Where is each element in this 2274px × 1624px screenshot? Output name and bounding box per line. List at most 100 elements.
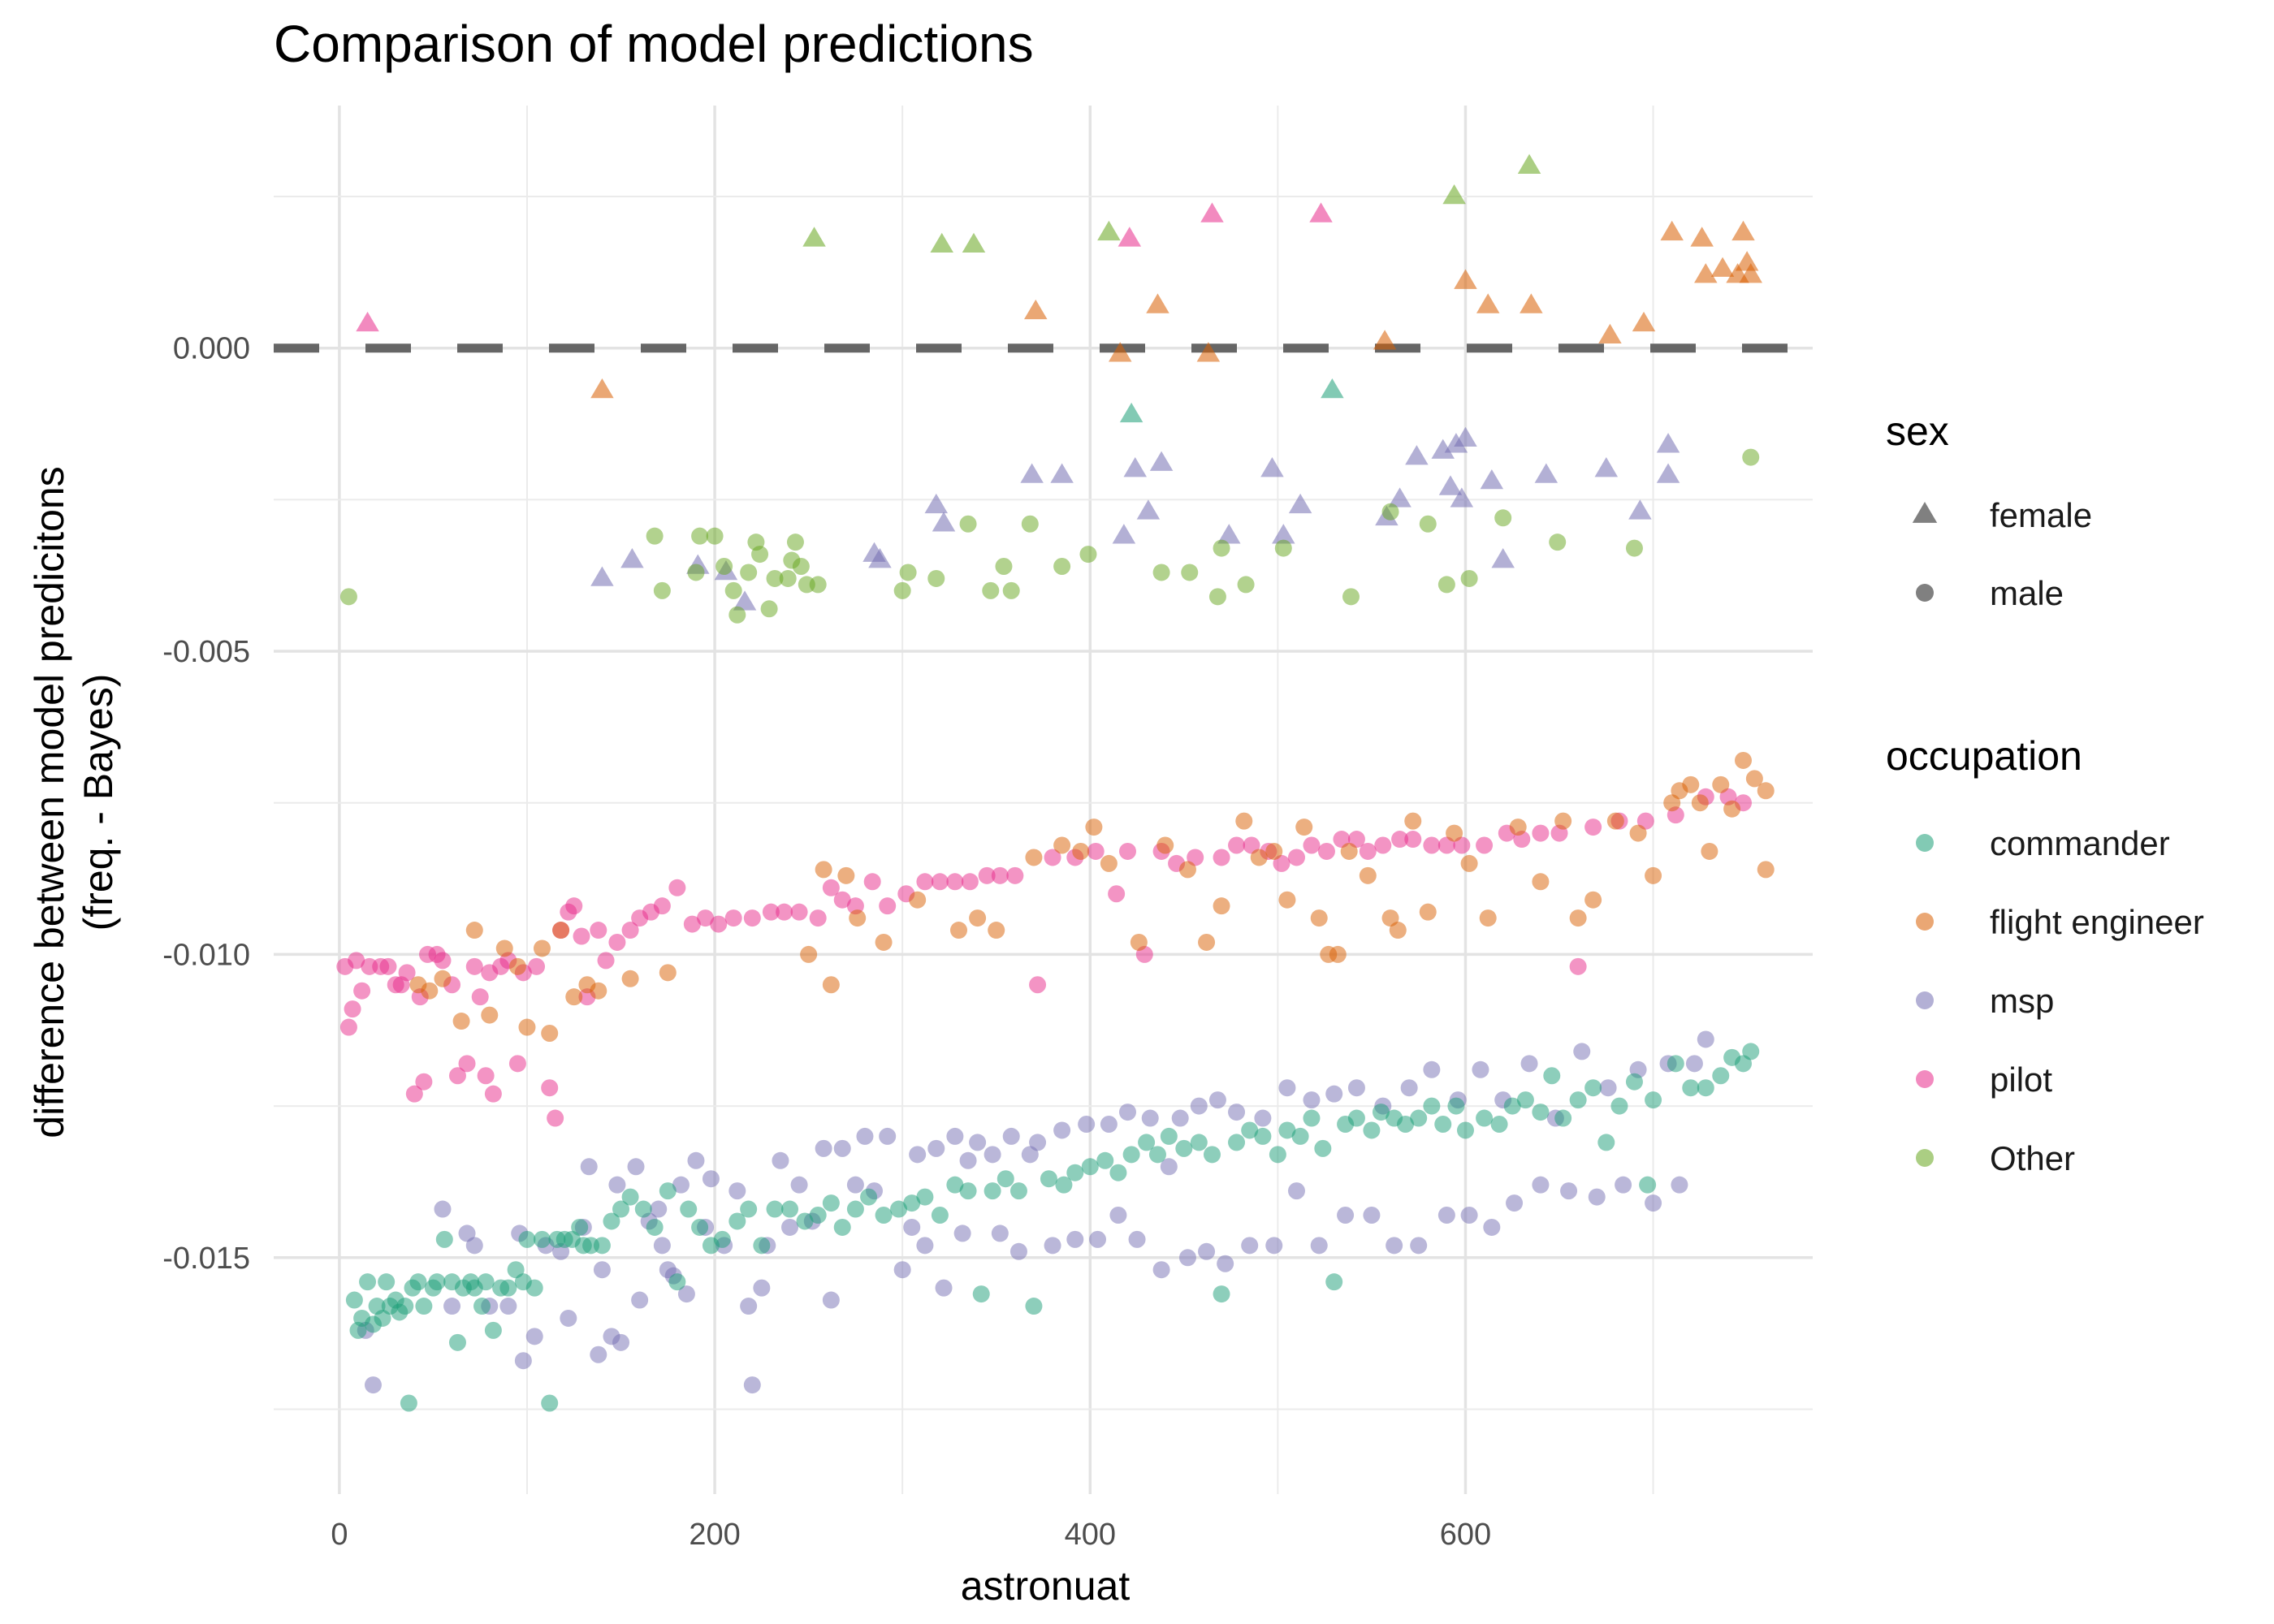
pilot-male-point — [1569, 957, 1587, 975]
flight-engineer-male-point — [1053, 836, 1071, 854]
commander-male-point — [1476, 1109, 1494, 1127]
commander-male-point — [1569, 1091, 1587, 1109]
flight-engineer-male-point — [822, 976, 840, 994]
flight-engineer-male-point — [950, 922, 968, 939]
flight-engineer-male-point — [1130, 933, 1148, 951]
commander-male-point — [1081, 1158, 1099, 1176]
msp-male-point — [1066, 1230, 1084, 1248]
pilot-female-point — [356, 311, 379, 332]
pilot-male-point — [597, 952, 615, 970]
commander-male-point — [1597, 1134, 1615, 1151]
legend-sex-label: female — [1990, 496, 2092, 534]
flight-engineer-male-point — [1389, 922, 1407, 939]
msp-male-point — [893, 1261, 911, 1279]
pilot-female-point — [1309, 202, 1333, 222]
commander-male-point — [1269, 1146, 1286, 1164]
msp-male-point — [903, 1218, 921, 1236]
pilot-male-point — [833, 891, 851, 909]
flight-engineer-male-point — [481, 1006, 499, 1024]
commander-male-point — [1490, 1115, 1508, 1133]
commander-male-point — [1516, 1091, 1534, 1109]
other-male-point — [740, 564, 758, 581]
pilot-male-point — [961, 873, 979, 891]
commander-male-point — [691, 1218, 709, 1236]
msp-male-point — [650, 1200, 668, 1218]
commander-male-point — [499, 1279, 517, 1297]
other-male-point — [786, 533, 804, 551]
flight-engineer-male-point — [495, 939, 513, 957]
flight-engineer-male-point — [518, 1018, 536, 1036]
msp-male-point — [1520, 1055, 1538, 1073]
other-male-point — [809, 576, 827, 594]
pilot-male-point — [398, 964, 416, 982]
msp-male-point — [772, 1151, 789, 1169]
commander-male-point — [916, 1188, 934, 1206]
flight-engineer-male-point — [837, 866, 855, 884]
pilot-male-point — [1108, 885, 1126, 903]
flight-engineer-male-point — [465, 922, 483, 939]
flight-engineer-male-point — [552, 922, 570, 939]
msp-male-point — [856, 1127, 874, 1145]
pilot-male-point — [978, 866, 996, 884]
commander-male-point — [860, 1188, 878, 1206]
flight-engineer-male-point — [565, 988, 583, 1006]
commander-male-point — [345, 1291, 363, 1309]
flight-engineer-female-point — [1109, 342, 1132, 362]
msp-male-point — [740, 1298, 758, 1315]
commander-male-point — [1434, 1115, 1452, 1133]
flight-engineer-male-point — [1404, 812, 1422, 830]
commander-male-point — [400, 1394, 417, 1412]
x-tick-label: 0 — [331, 1518, 348, 1552]
commander-male-point — [415, 1298, 433, 1315]
flight-engineer-male-point — [1340, 842, 1358, 860]
pilot-male-point — [1087, 842, 1105, 860]
commander-male-point — [359, 1273, 377, 1291]
legend-occupation-swatch — [1916, 1070, 1934, 1088]
msp-male-point — [1588, 1188, 1606, 1206]
other-male-point — [1419, 515, 1437, 533]
other-male-point — [1021, 515, 1039, 533]
flight-engineer-female-point — [1694, 263, 1718, 283]
commander-male-point — [781, 1200, 799, 1218]
y-axis-ticks: 0.000 -0.005 -0.010 -0.015 — [162, 332, 250, 1276]
flight-engineer-male-point — [1682, 775, 1700, 793]
commander-male-point — [728, 1212, 746, 1230]
msp-male-point — [1053, 1121, 1071, 1139]
flight-engineer-male-point — [1156, 836, 1174, 854]
msp-female-point — [1112, 524, 1136, 544]
commander-male-point — [1160, 1127, 1178, 1145]
flight-engineer-male-point — [1278, 891, 1296, 909]
pilot-male-point — [547, 1109, 564, 1127]
msp-female-point — [1594, 457, 1619, 477]
commander-male-point — [1742, 1043, 1760, 1060]
msp-male-point — [1265, 1237, 1283, 1255]
msp-male-point — [916, 1237, 934, 1255]
pilot-male-point — [1287, 849, 1305, 866]
flight-engineer-male-point — [541, 1024, 559, 1042]
msp-female-point — [1628, 499, 1652, 520]
commander-male-point — [634, 1200, 652, 1218]
other-male-point — [687, 564, 705, 581]
commander-male-point — [1303, 1109, 1321, 1127]
flight-engineer-male-point — [1723, 800, 1741, 818]
commander-male-point — [1554, 1109, 1572, 1127]
commander-male-point — [875, 1207, 893, 1224]
commander-male-point — [753, 1237, 771, 1255]
commander-male-point — [1372, 1104, 1390, 1121]
msp-male-point — [1310, 1237, 1328, 1255]
pilot-male-point — [434, 952, 452, 970]
msp-male-point — [1400, 1079, 1418, 1097]
msp-male-point — [560, 1309, 577, 1327]
flight-engineer-male-point — [1629, 824, 1647, 842]
pilot-male-point — [1476, 836, 1494, 854]
pilot-male-point — [1317, 842, 1335, 860]
pilot-female-point — [1200, 202, 1224, 222]
commander-male-point — [1138, 1134, 1156, 1151]
legend-occupation-label: Other — [1990, 1139, 2075, 1177]
msp-male-point — [1278, 1079, 1296, 1097]
msp-male-point — [677, 1285, 695, 1303]
msp-male-point — [959, 1151, 977, 1169]
msp-male-point — [1109, 1207, 1127, 1224]
msp-male-point — [728, 1182, 746, 1200]
other-female-point — [1097, 220, 1121, 241]
